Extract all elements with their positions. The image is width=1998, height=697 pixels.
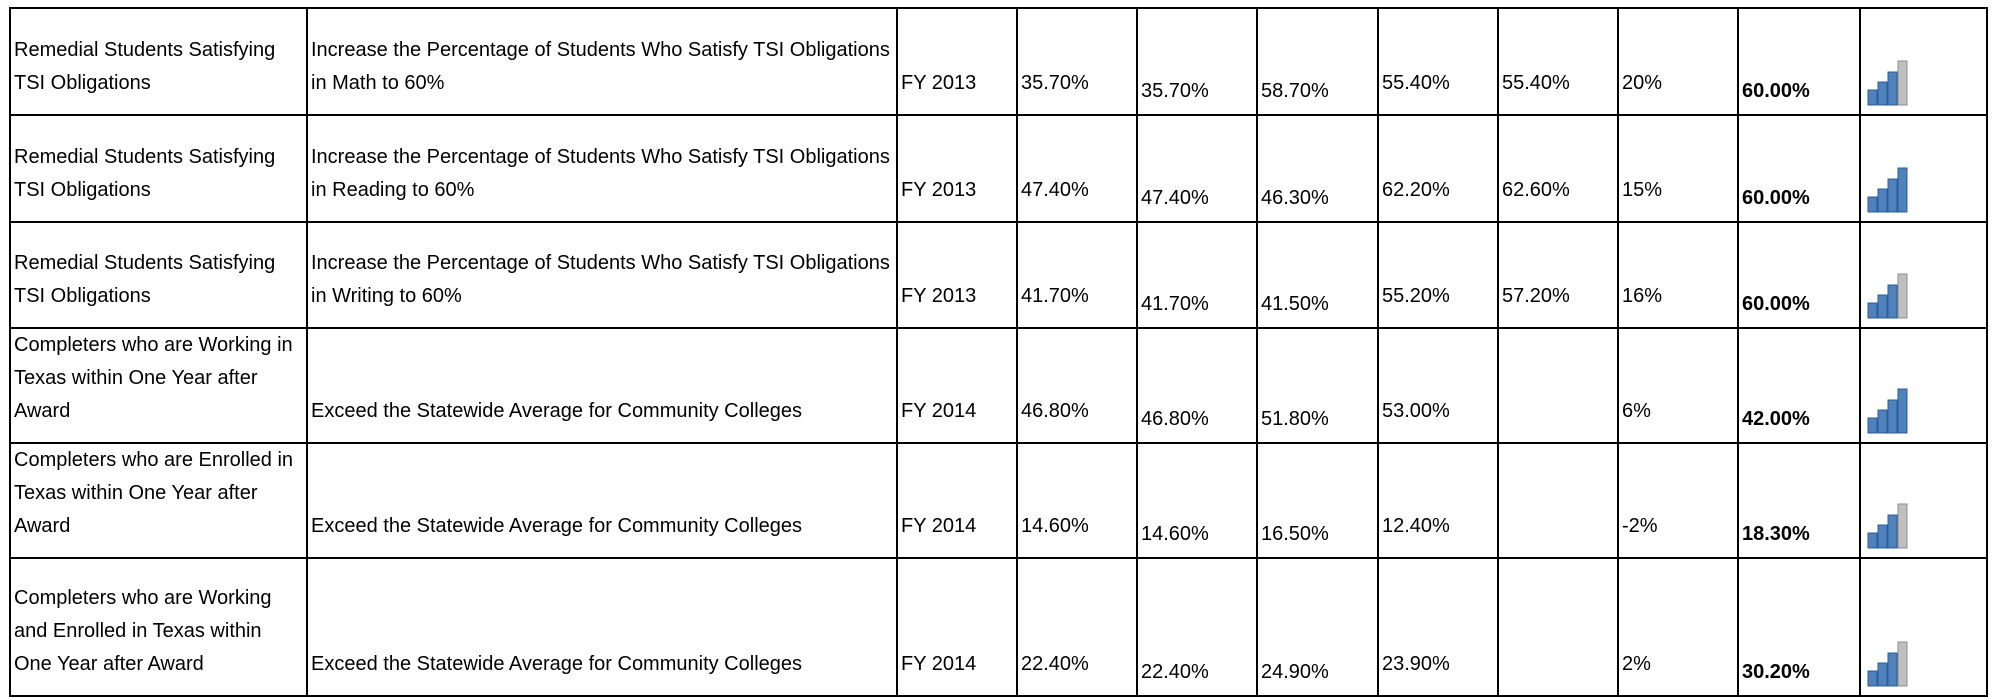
baseline-cell: 14.60% [1016, 442, 1138, 559]
target-cell: 18.30% [1737, 442, 1861, 559]
goal-cell: Increase the Percentage of Students Who … [306, 221, 898, 329]
year-3-cell: 12.40% [1377, 442, 1499, 559]
target-cell: 60.00% [1737, 221, 1861, 329]
year-4-cell [1497, 327, 1619, 444]
year-3-cell: 62.20% [1377, 114, 1499, 223]
goal-cell: Exceed the Statewide Average for Communi… [306, 557, 898, 697]
goal-cell: Exceed the Statewide Average for Communi… [306, 442, 898, 559]
measure-cell: Completers who are Enrolled in Texas wit… [9, 442, 308, 559]
baseline-year-cell: FY 2013 [896, 221, 1018, 329]
target-cell: 42.00% [1737, 327, 1861, 444]
change-cell: 6% [1617, 327, 1739, 444]
goal-cell: Increase the Percentage of Students Who … [306, 114, 898, 223]
trend-icon [1867, 641, 1908, 687]
baseline-cell: 35.70% [1016, 7, 1138, 116]
year-2-cell: 41.50% [1256, 221, 1379, 329]
year-1-cell: 14.60% [1136, 442, 1258, 559]
year-1-cell: 46.80% [1136, 327, 1258, 444]
year-1-cell: 41.70% [1136, 221, 1258, 329]
year-1-cell: 47.40% [1136, 114, 1258, 223]
trend-icon-cell [1859, 557, 1988, 697]
change-cell: 15% [1617, 114, 1739, 223]
year-4-cell [1497, 557, 1619, 697]
trend-icon-cell [1859, 7, 1988, 116]
trend-icon [1867, 273, 1908, 319]
year-3-cell: 53.00% [1377, 327, 1499, 444]
trend-icon [1867, 388, 1908, 434]
table-row: Completers who are Working in Texas with… [9, 327, 1988, 444]
year-2-cell: 46.30% [1256, 114, 1379, 223]
baseline-year-cell: FY 2013 [896, 7, 1018, 116]
baseline-cell: 46.80% [1016, 327, 1138, 444]
year-2-cell: 16.50% [1256, 442, 1379, 559]
year-3-cell: 55.40% [1377, 7, 1499, 116]
target-cell: 30.20% [1737, 557, 1861, 697]
table-row: Completers who are Working and Enrolled … [9, 557, 1988, 697]
target-cell: 60.00% [1737, 7, 1861, 116]
target-cell: 60.00% [1737, 114, 1861, 223]
baseline-year-cell: FY 2014 [896, 327, 1018, 444]
measure-cell: Remedial Students Satisfying TSI Obligat… [9, 114, 308, 223]
year-2-cell: 58.70% [1256, 7, 1379, 116]
table-row: Remedial Students Satisfying TSI Obligat… [9, 114, 1988, 223]
measure-cell: Completers who are Working and Enrolled … [9, 557, 308, 697]
measure-cell: Remedial Students Satisfying TSI Obligat… [9, 221, 308, 329]
measure-cell: Completers who are Working in Texas with… [9, 327, 308, 444]
change-cell: 2% [1617, 557, 1739, 697]
trend-icon-cell [1859, 221, 1988, 329]
baseline-year-cell: FY 2014 [896, 442, 1018, 559]
kpi-table: Remedial Students Satisfying TSI Obligat… [9, 7, 1988, 697]
year-4-cell: 62.60% [1497, 114, 1619, 223]
year-4-cell: 57.20% [1497, 221, 1619, 329]
year-3-cell: 23.90% [1377, 557, 1499, 697]
year-3-cell: 55.20% [1377, 221, 1499, 329]
trend-icon [1867, 503, 1908, 549]
table-row: Remedial Students Satisfying TSI Obligat… [9, 7, 1988, 116]
year-1-cell: 22.40% [1136, 557, 1258, 697]
measure-cell: Remedial Students Satisfying TSI Obligat… [9, 7, 308, 116]
baseline-year-cell: FY 2013 [896, 114, 1018, 223]
table-row: Completers who are Enrolled in Texas wit… [9, 442, 1988, 559]
baseline-year-cell: FY 2014 [896, 557, 1018, 697]
year-4-cell: 55.40% [1497, 7, 1619, 116]
trend-icon [1867, 167, 1908, 213]
change-cell: -2% [1617, 442, 1739, 559]
year-1-cell: 35.70% [1136, 7, 1258, 116]
change-cell: 20% [1617, 7, 1739, 116]
trend-icon-cell [1859, 327, 1988, 444]
trend-icon-cell [1859, 114, 1988, 223]
goal-cell: Exceed the Statewide Average for Communi… [306, 327, 898, 444]
page: Remedial Students Satisfying TSI Obligat… [9, 7, 1988, 697]
trend-icon-cell [1859, 442, 1988, 559]
year-4-cell [1497, 442, 1619, 559]
baseline-cell: 22.40% [1016, 557, 1138, 697]
change-cell: 16% [1617, 221, 1739, 329]
table-row: Remedial Students Satisfying TSI Obligat… [9, 221, 1988, 329]
baseline-cell: 41.70% [1016, 221, 1138, 329]
trend-icon [1867, 60, 1908, 106]
baseline-cell: 47.40% [1016, 114, 1138, 223]
goal-cell: Increase the Percentage of Students Who … [306, 7, 898, 116]
year-2-cell: 24.90% [1256, 557, 1379, 697]
year-2-cell: 51.80% [1256, 327, 1379, 444]
